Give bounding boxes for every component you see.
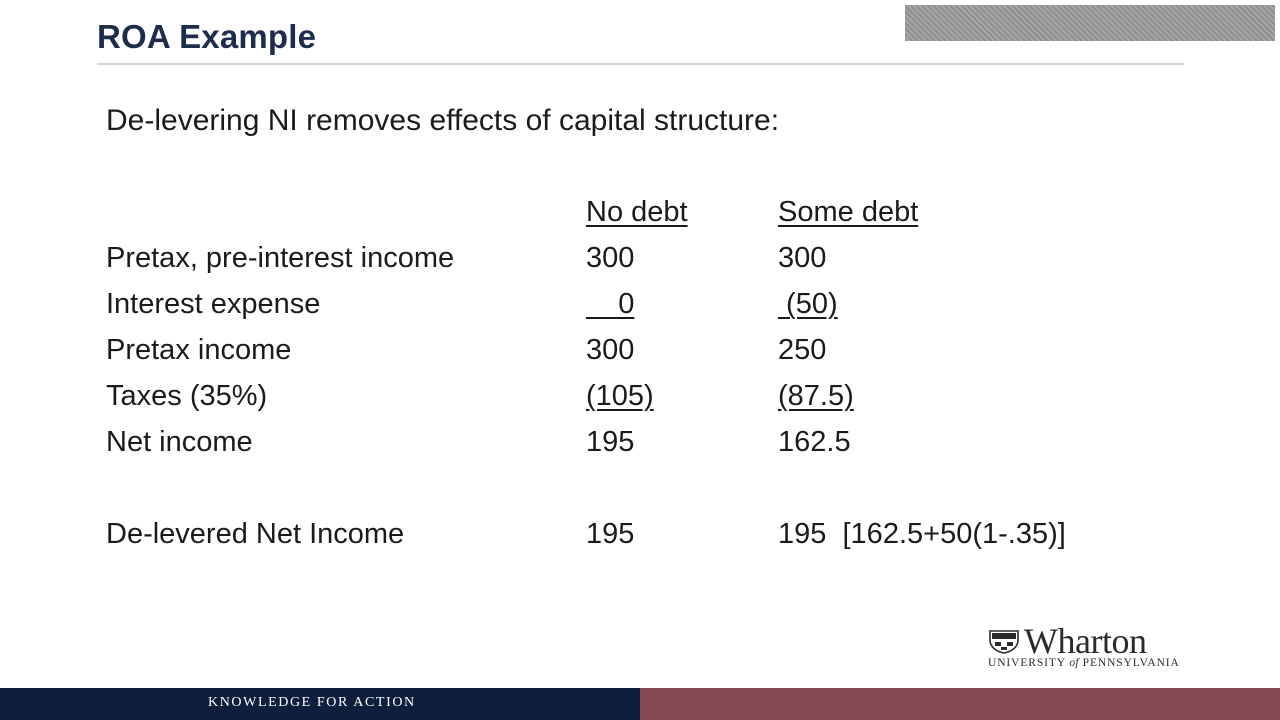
cell-no-debt: 195 [586,426,635,458]
cell-no-debt: 195 [586,518,635,550]
wharton-logo: Wharton UNIVERSITY of PENNSYLVANIA [988,621,1193,672]
corner-decoration [905,5,1275,41]
cell-no-debt: (105) [586,380,654,412]
row-label-interest-expense: Interest expense [106,288,321,320]
title-divider [97,63,1184,65]
row-label-pretax-pre-interest: Pretax, pre-interest income [106,242,455,274]
row-label-pretax-income: Pretax income [106,334,292,366]
cell-some-debt: (87.5) [778,380,854,412]
cell-some-debt: 300 [778,242,827,274]
shield-icon [989,630,1019,654]
footer-right-band [640,686,1280,720]
slide-title: ROA Example [97,18,317,55]
cell-some-debt: (50) [778,288,838,320]
column-header-some-debt: Some debt [778,196,919,228]
footer-tagline: KNOWLEDGE FOR ACTION [208,695,416,710]
row-label-taxes: Taxes (35%) [106,380,268,412]
cell-no-debt: 300 [586,242,635,274]
row-label-net-income: Net income [106,426,253,458]
cell-no-debt: 0 [586,288,635,320]
footer-left-band [0,686,640,720]
column-header-no-debt: No debt [586,196,688,228]
intro-text: De-levering NI removes effects of capita… [106,104,780,137]
wharton-wordmark: Wharton [1024,621,1147,661]
cell-some-debt: 195 [162.5+50(1-.35)] [778,518,1066,550]
cell-some-debt: 250 [778,334,827,366]
cell-no-debt: 300 [586,334,635,366]
row-label-delevered-net-income: De-levered Net Income [106,518,405,550]
university-subtitle: UNIVERSITY of PENNSYLVANIA [988,657,1180,669]
cell-some-debt: 162.5 [778,426,851,458]
